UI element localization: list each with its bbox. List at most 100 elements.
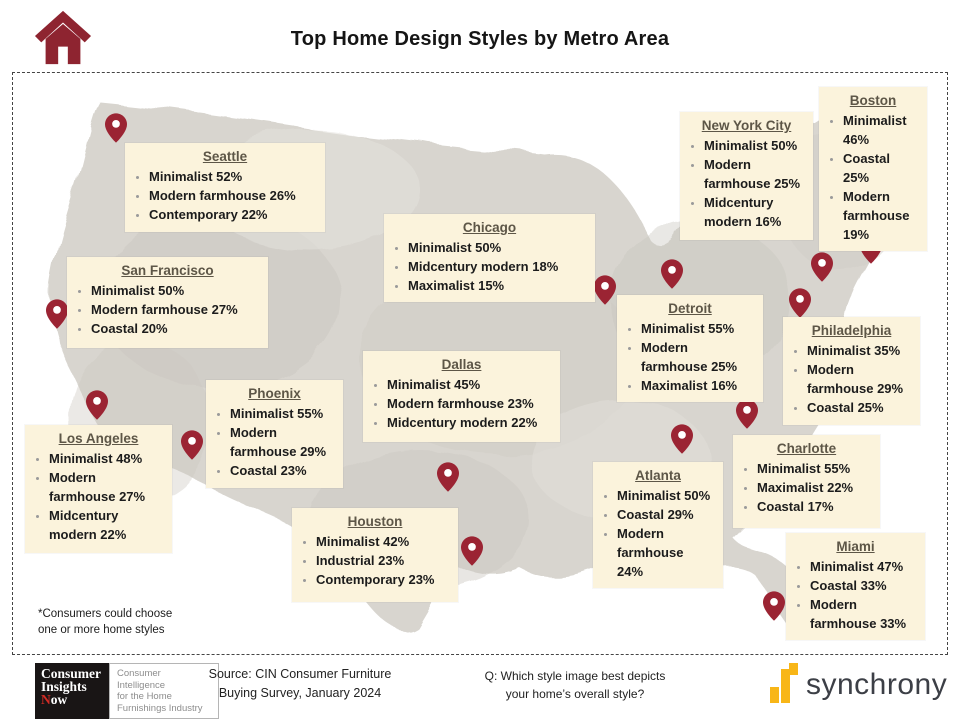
style-list: Minimalist 48% Modern farmhouse 27% Midc… — [35, 449, 162, 544]
style-item: Coastal 29% — [617, 505, 713, 524]
map-pin-new-york-city — [811, 252, 833, 282]
footer: Consumer Insights Now Consumer Intellige… — [0, 655, 960, 720]
style-item: Minimalist 48% — [49, 449, 162, 468]
style-item: Contemporary 23% — [316, 570, 448, 589]
callout-charlotte: Charlotte Minimalist 55% Maximalist 22% … — [733, 435, 880, 528]
style-item: Minimalist 35% — [807, 341, 910, 360]
callout-los-angeles: Los Angeles Minimalist 48% Modern farmho… — [25, 425, 172, 553]
footnote-line2: one or more home styles — [38, 624, 165, 636]
callout-detroit: Detroit Minimalist 55% Modern farmhouse … — [617, 295, 763, 402]
footnote-line1: *Consumers could choose — [38, 608, 173, 620]
city-name: Boston — [849, 93, 897, 108]
city-name: Chicago — [462, 220, 517, 235]
style-item: Contemporary 22% — [149, 205, 315, 224]
style-item: Maximalist 15% — [408, 276, 585, 295]
callout-new-york-city: New York City Minimalist 50% Modern farm… — [680, 112, 813, 240]
city-name: Atlanta — [635, 468, 681, 483]
map-pin-detroit — [661, 259, 683, 289]
map-pin-houston — [461, 536, 483, 566]
map-pin-philadelphia — [789, 288, 811, 318]
map-pin-seattle — [105, 113, 127, 143]
style-item: Minimalist 50% — [408, 238, 585, 257]
style-list: Minimalist 52% Modern farmhouse 26% Cont… — [135, 167, 315, 224]
style-item: Coastal 17% — [757, 497, 870, 516]
callout-boston: Boston Minimalist 46% Coastal 25% Modern… — [819, 87, 927, 251]
city-name: Houston — [347, 514, 403, 529]
style-item: Minimalist 42% — [316, 532, 448, 551]
city-name: Dallas — [441, 357, 482, 372]
synchrony-mark-icon — [770, 663, 798, 707]
style-item: Maximalist 22% — [757, 478, 870, 497]
callout-seattle: Seattle Minimalist 52% Modern farmhouse … — [125, 143, 325, 232]
style-list: Minimalist 50% Coastal 29% Modern farmho… — [603, 486, 713, 581]
style-item: Coastal 25% — [807, 398, 910, 417]
page-title: Top Home Design Styles by Metro Area — [290, 28, 670, 50]
style-item: Coastal 25% — [843, 149, 917, 187]
style-item: Modern farmhouse 24% — [617, 524, 713, 581]
style-list: Minimalist 45% Modern farmhouse 23% Midc… — [373, 375, 550, 432]
cin-logo-mark: Consumer Insights Now — [35, 663, 109, 719]
style-list: Minimalist 55% Modern farmhouse 25% Maxi… — [627, 319, 753, 395]
callout-san-francisco: San Francisco Minimalist 50% Modern farm… — [67, 257, 268, 348]
map-pin-los-angeles — [86, 390, 108, 420]
source-text: Source: CIN Consumer Furniture Buying Su… — [208, 667, 392, 700]
style-list: Minimalist 50% Modern farmhouse 27% Coas… — [77, 281, 258, 338]
style-item: Minimalist 55% — [641, 319, 753, 338]
house-icon — [34, 8, 92, 66]
footnote: *Consumers could choose one or more home… — [38, 606, 208, 638]
style-list: Minimalist 50% Midcentury modern 18% Max… — [394, 238, 585, 295]
style-item: Minimalist 55% — [757, 459, 870, 478]
style-item: Midcentury modern 16% — [704, 193, 803, 231]
style-item: Modern farmhouse 27% — [91, 300, 258, 319]
city-name: San Francisco — [121, 263, 214, 278]
map-pin-phoenix — [181, 430, 203, 460]
map-pin-charlotte — [736, 399, 758, 429]
style-list: Minimalist 50% Modern farmhouse 25% Midc… — [690, 136, 803, 231]
style-list: Minimalist 42% Industrial 23% Contempora… — [302, 532, 448, 589]
style-item: Modern farmhouse 33% — [810, 595, 915, 633]
style-item: Coastal 23% — [230, 461, 333, 480]
city-name: Philadelphia — [811, 323, 892, 338]
style-item: Minimalist 45% — [387, 375, 550, 394]
synchrony-wordmark: synchrony — [806, 668, 948, 701]
style-item: Midcentury modern 22% — [49, 506, 162, 544]
style-item: Modern farmhouse 25% — [704, 155, 803, 193]
style-list: Minimalist 35% Modern farmhouse 29% Coas… — [793, 341, 910, 417]
style-item: Minimalist 47% — [810, 557, 915, 576]
callout-miami: Miami Minimalist 47% Coastal 33% Modern … — [786, 533, 925, 640]
callout-houston: Houston Minimalist 42% Industrial 23% Co… — [292, 508, 458, 602]
map-pin-san-francisco — [46, 299, 68, 329]
style-item: Minimalist 50% — [91, 281, 258, 300]
city-name: Phoenix — [248, 386, 301, 401]
style-item: Modern farmhouse 29% — [807, 360, 910, 398]
style-item: Coastal 33% — [810, 576, 915, 595]
style-item: Minimalist 52% — [149, 167, 315, 186]
style-list: Minimalist 55% Modern farmhouse 29% Coas… — [216, 404, 333, 480]
cin-tagline: Consumer Intelligence for the Home Furni… — [109, 663, 219, 719]
style-item: Midcentury modern 18% — [408, 257, 585, 276]
map-pin-miami — [763, 591, 785, 621]
map-pin-chicago — [594, 275, 616, 305]
survey-question: Q: Which style image best depicts your h… — [484, 669, 666, 701]
style-item: Minimalist 46% — [843, 111, 917, 149]
style-item: Modern farmhouse 25% — [641, 338, 753, 376]
style-item: Minimalist 55% — [230, 404, 333, 423]
city-name: Seattle — [202, 149, 248, 164]
style-item: Industrial 23% — [316, 551, 448, 570]
callout-phoenix: Phoenix Minimalist 55% Modern farmhouse … — [206, 380, 343, 488]
city-name: Charlotte — [776, 441, 837, 456]
callout-atlanta: Atlanta Minimalist 50% Coastal 29% Moder… — [593, 462, 723, 588]
style-item: Modern farmhouse 19% — [843, 187, 917, 244]
city-name: Los Angeles — [58, 431, 139, 446]
city-name: New York City — [701, 118, 792, 133]
callout-philadelphia: Philadelphia Minimalist 35% Modern farmh… — [783, 317, 920, 425]
style-list: Minimalist 46% Coastal 25% Modern farmho… — [829, 111, 917, 244]
callout-chicago: Chicago Minimalist 50% Midcentury modern… — [384, 214, 595, 302]
style-item: Maximalist 16% — [641, 376, 753, 395]
synchrony-logo: synchrony — [770, 659, 947, 707]
city-name: Miami — [836, 539, 875, 554]
cin-logo: Consumer Insights Now Consumer Intellige… — [35, 663, 219, 719]
style-item: Coastal 20% — [91, 319, 258, 338]
style-item: Modern farmhouse 27% — [49, 468, 162, 506]
